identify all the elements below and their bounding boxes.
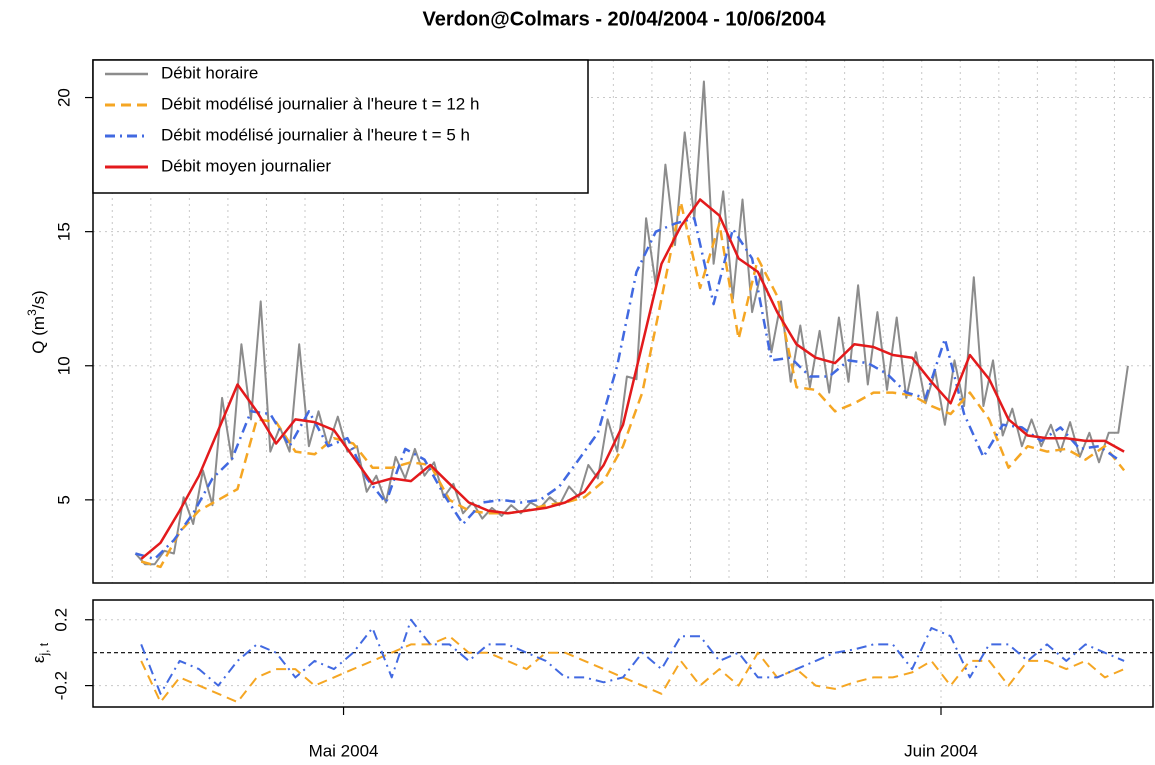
x-tick-label: Mai 2004: [309, 741, 379, 760]
chart-title: Verdon@Colmars - 20/04/2004 - 10/06/2004: [422, 8, 826, 30]
series-line: [140, 200, 1126, 569]
y-tick-label: 20: [54, 88, 73, 107]
series-line: [135, 216, 1120, 561]
legend-box: [92, 59, 589, 194]
legend-label: Débit modélisé journalier à l'heure t = …: [161, 125, 470, 144]
y-axis-label: Q (m3/s): [25, 290, 48, 353]
series-line: [134, 80, 1129, 566]
legend-label: Débit moyen journalier: [161, 156, 331, 175]
y-tick-label: -0.2: [51, 671, 70, 700]
y-label-part: /s): [29, 290, 48, 309]
y-tick-label: 10: [54, 356, 73, 375]
series-line: [140, 618, 1125, 695]
plot-frame: [92, 59, 1154, 584]
y-tick-label: 0.2: [51, 608, 70, 632]
series-line: [140, 198, 1125, 560]
legend: Débit horaire Débit modélisé journalier à…: [92, 59, 589, 194]
y-label-sub: j, t: [37, 642, 51, 656]
plot-frame: [92, 599, 1154, 708]
y-tick-label: 5: [54, 495, 73, 504]
legend-label: Débit horaire: [161, 63, 258, 82]
y-label-part: ε: [29, 655, 48, 663]
legend-label: Débit modélisé journalier à l'heure t = …: [161, 94, 479, 113]
residual-y-label: εj, t: [29, 642, 51, 663]
x-tick-label: Juin 2004: [904, 741, 978, 760]
y-label-part: Q (m: [29, 316, 48, 354]
y-label-sup: 3: [25, 309, 39, 316]
y-tick-label: 15: [54, 222, 73, 241]
